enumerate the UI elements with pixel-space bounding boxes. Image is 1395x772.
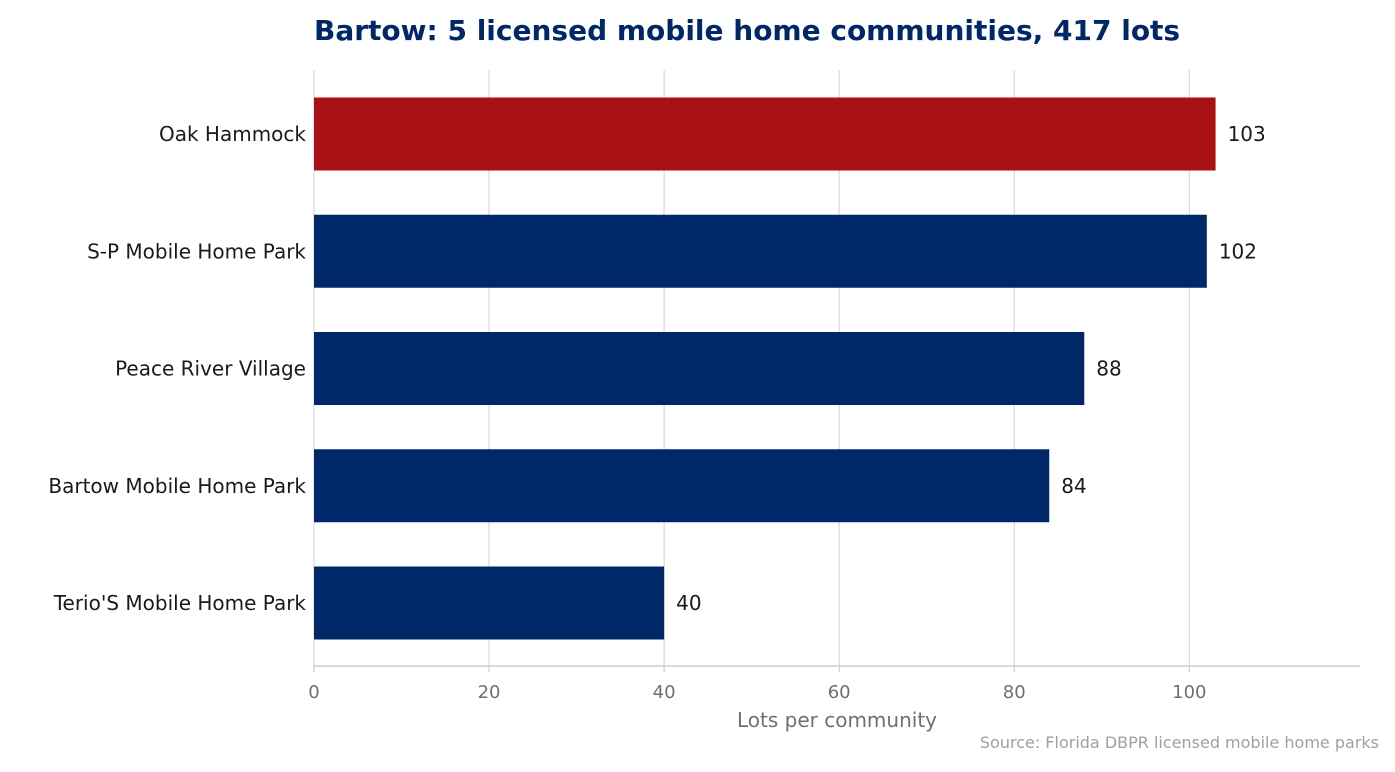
x-tick-label-100: 100 (1172, 682, 1206, 703)
x-axis-title: Lots per community (737, 708, 937, 732)
bar-5 (314, 566, 665, 640)
category-label-3: Peace River Village (115, 357, 306, 381)
category-labels: Oak Hammock S-P Mobile Home Park Peace Riv… (48, 122, 306, 615)
bar-4 (314, 449, 1050, 523)
x-tick-label-20: 20 (478, 682, 501, 703)
category-label-2: S-P Mobile Home Park (87, 239, 306, 263)
category-label-4: Bartow Mobile Home Park (48, 474, 306, 498)
x-tick-label-60: 60 (828, 682, 851, 703)
value-label-5: 40 (676, 591, 701, 615)
bar-2 (314, 214, 1207, 288)
bar-1 (314, 97, 1216, 171)
source-note: Source: Florida DBPR licensed mobile hom… (980, 733, 1379, 752)
value-label-3: 88 (1096, 357, 1121, 381)
value-labels: 103 102 88 84 40 (676, 122, 1266, 615)
category-label-1: Oak Hammock (159, 122, 306, 146)
bar-3 (314, 332, 1085, 405)
value-label-4: 84 (1061, 474, 1086, 498)
x-tick-labels: 0 20 40 60 80 100 (308, 666, 1206, 703)
value-label-1: 103 (1228, 122, 1266, 146)
x-tick-label-0: 0 (308, 682, 319, 703)
bars (314, 97, 1216, 640)
x-tick-label-80: 80 (1003, 682, 1026, 703)
category-label-5: Terio'S Mobile Home Park (53, 591, 307, 615)
value-label-2: 102 (1219, 239, 1257, 263)
chart-title: Bartow: 5 licensed mobile home communiti… (314, 14, 1180, 47)
x-tick-label-40: 40 (653, 682, 676, 703)
